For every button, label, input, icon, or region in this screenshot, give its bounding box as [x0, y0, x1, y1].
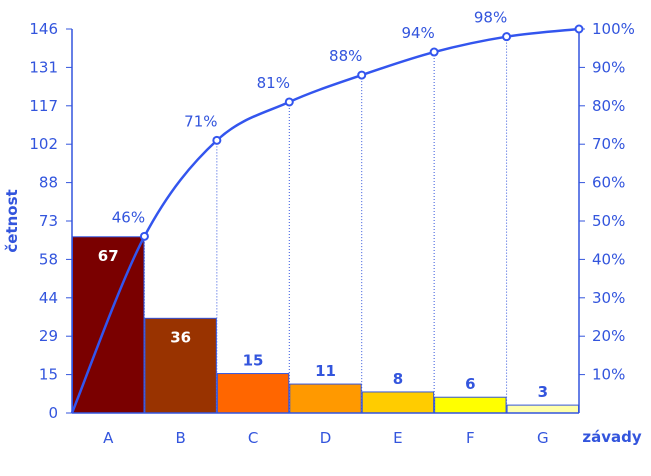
cumulative-label: 81% [257, 74, 290, 92]
category-label: F [466, 429, 475, 447]
left-tick-label: 88 [39, 174, 58, 192]
left-tick-label: 29 [39, 327, 58, 345]
bar-value-label: 15 [243, 352, 264, 370]
left-tick-label: 58 [39, 250, 58, 268]
category-label: E [393, 429, 402, 447]
bar-value-label: 6 [465, 375, 475, 393]
cumulative-curve: 46% 71% 81% 88% 94% 98% [70, 9, 584, 414]
category-label: A [103, 429, 114, 447]
right-tick-label: 50% [592, 212, 625, 230]
cumulative-label: 46% [112, 208, 145, 226]
bar-value-label: 11 [315, 362, 336, 380]
cumulative-label: 71% [184, 112, 217, 130]
value-labels: 67 36 15 11 8 6 3 [98, 247, 548, 401]
cumulative-point [502, 32, 512, 42]
right-tick-label: 90% [592, 58, 625, 76]
bars [72, 236, 580, 414]
cumulative-point [429, 47, 439, 57]
cumulative-point [139, 231, 149, 241]
bar [216, 373, 290, 414]
cumulative-point [212, 135, 222, 145]
left-tick-label: 73 [39, 212, 58, 230]
left-tick-label: 146 [29, 20, 58, 38]
bar-value-label: 8 [393, 370, 403, 388]
cumulative-point [284, 97, 294, 107]
bar-value-label: 67 [98, 247, 119, 265]
left-tick-label: 0 [48, 404, 58, 422]
right-tick-label: 70% [592, 135, 625, 153]
left-tick-label: 102 [29, 135, 58, 153]
left-tick-label: 44 [39, 289, 58, 307]
right-axis-ticks: 10% 20% 30% 40% 50% 60% 70% 80% 90% 100% [579, 20, 635, 384]
category-label: G [537, 429, 549, 447]
left-tick-label: 15 [39, 366, 58, 384]
right-tick-label: 20% [592, 327, 625, 345]
bar [361, 391, 435, 414]
cumulative-label: 88% [329, 47, 362, 65]
bar [506, 404, 580, 414]
right-tick-label: 60% [592, 174, 625, 192]
right-tick-label: 80% [592, 97, 625, 115]
x-axis-title: závady [582, 428, 641, 446]
right-tick-label: 30% [592, 289, 625, 307]
cumulative-point [574, 24, 584, 34]
bar [289, 383, 362, 414]
right-tick-label: 10% [592, 366, 625, 384]
right-tick-label: 40% [592, 250, 625, 268]
category-labels: A B C D E F G [103, 429, 549, 447]
left-tick-label: 117 [29, 97, 58, 115]
bar-value-label: 3 [538, 383, 548, 401]
y-axis-title: četnost [3, 189, 21, 252]
left-axis-ticks: 0 15 29 44 58 73 88 102 117 131 146 [29, 20, 72, 422]
category-label: D [320, 429, 332, 447]
bar [144, 317, 217, 414]
bar [434, 396, 507, 414]
category-label: C [248, 429, 258, 447]
category-label: B [175, 429, 185, 447]
cumulative-label: 94% [401, 24, 434, 42]
right-tick-label: 100% [592, 20, 635, 38]
bar-value-label: 36 [170, 328, 191, 346]
cumulative-point [357, 70, 367, 80]
left-tick-label: 131 [29, 58, 58, 76]
cumulative-label: 98% [474, 9, 507, 27]
